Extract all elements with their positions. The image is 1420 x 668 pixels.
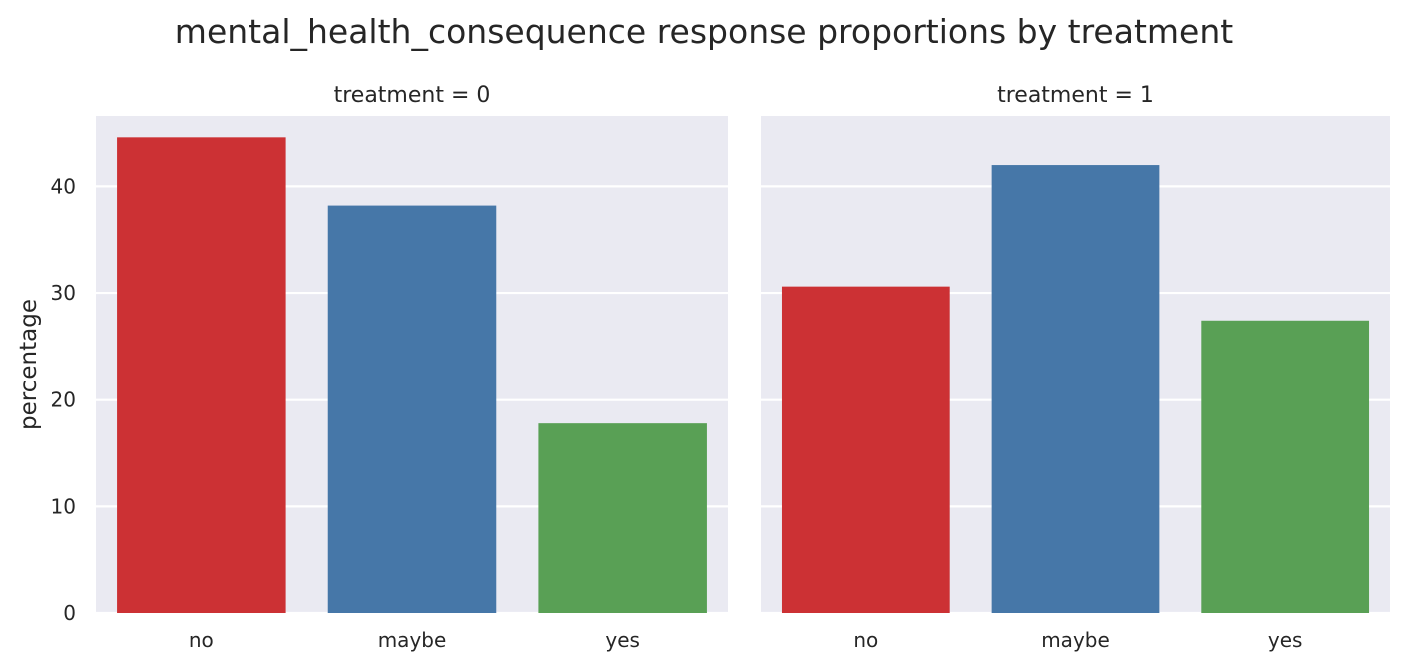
bar-maybe bbox=[991, 165, 1160, 613]
facet-panels: no maybe yes treatment = 0 0 10 20 30 40 no maybe y… bbox=[51, 83, 1390, 652]
y-tick-label: 40 bbox=[51, 174, 76, 198]
x-tick-label: no bbox=[853, 628, 878, 652]
bar-yes bbox=[1201, 320, 1370, 613]
y-tick-label: 20 bbox=[51, 388, 76, 412]
y-tick-label: 10 bbox=[51, 494, 76, 518]
x-tick-label: yes bbox=[605, 628, 640, 652]
y-tick-label: 30 bbox=[51, 281, 76, 305]
x-tick-label: yes bbox=[1268, 628, 1303, 652]
bar-maybe bbox=[327, 205, 497, 613]
facet-panel-0: no maybe yes treatment = 0 0 10 20 30 40 bbox=[51, 83, 728, 652]
bar-no bbox=[117, 137, 286, 613]
y-axis-label: percentage bbox=[16, 299, 42, 430]
x-tick-label: maybe bbox=[1041, 628, 1110, 652]
y-tick-label: 0 bbox=[63, 601, 76, 625]
facet-title: treatment = 1 bbox=[997, 83, 1154, 108]
bar-no bbox=[781, 286, 950, 613]
x-tick-label: no bbox=[189, 628, 214, 652]
facet-title: treatment = 0 bbox=[334, 83, 491, 108]
facet-panel-1: no maybe yes treatment = 1 bbox=[761, 83, 1390, 652]
bar-yes bbox=[538, 423, 707, 613]
chart-title: mental_health_consequence response propo… bbox=[175, 12, 1233, 51]
x-tick-label: maybe bbox=[378, 628, 447, 652]
